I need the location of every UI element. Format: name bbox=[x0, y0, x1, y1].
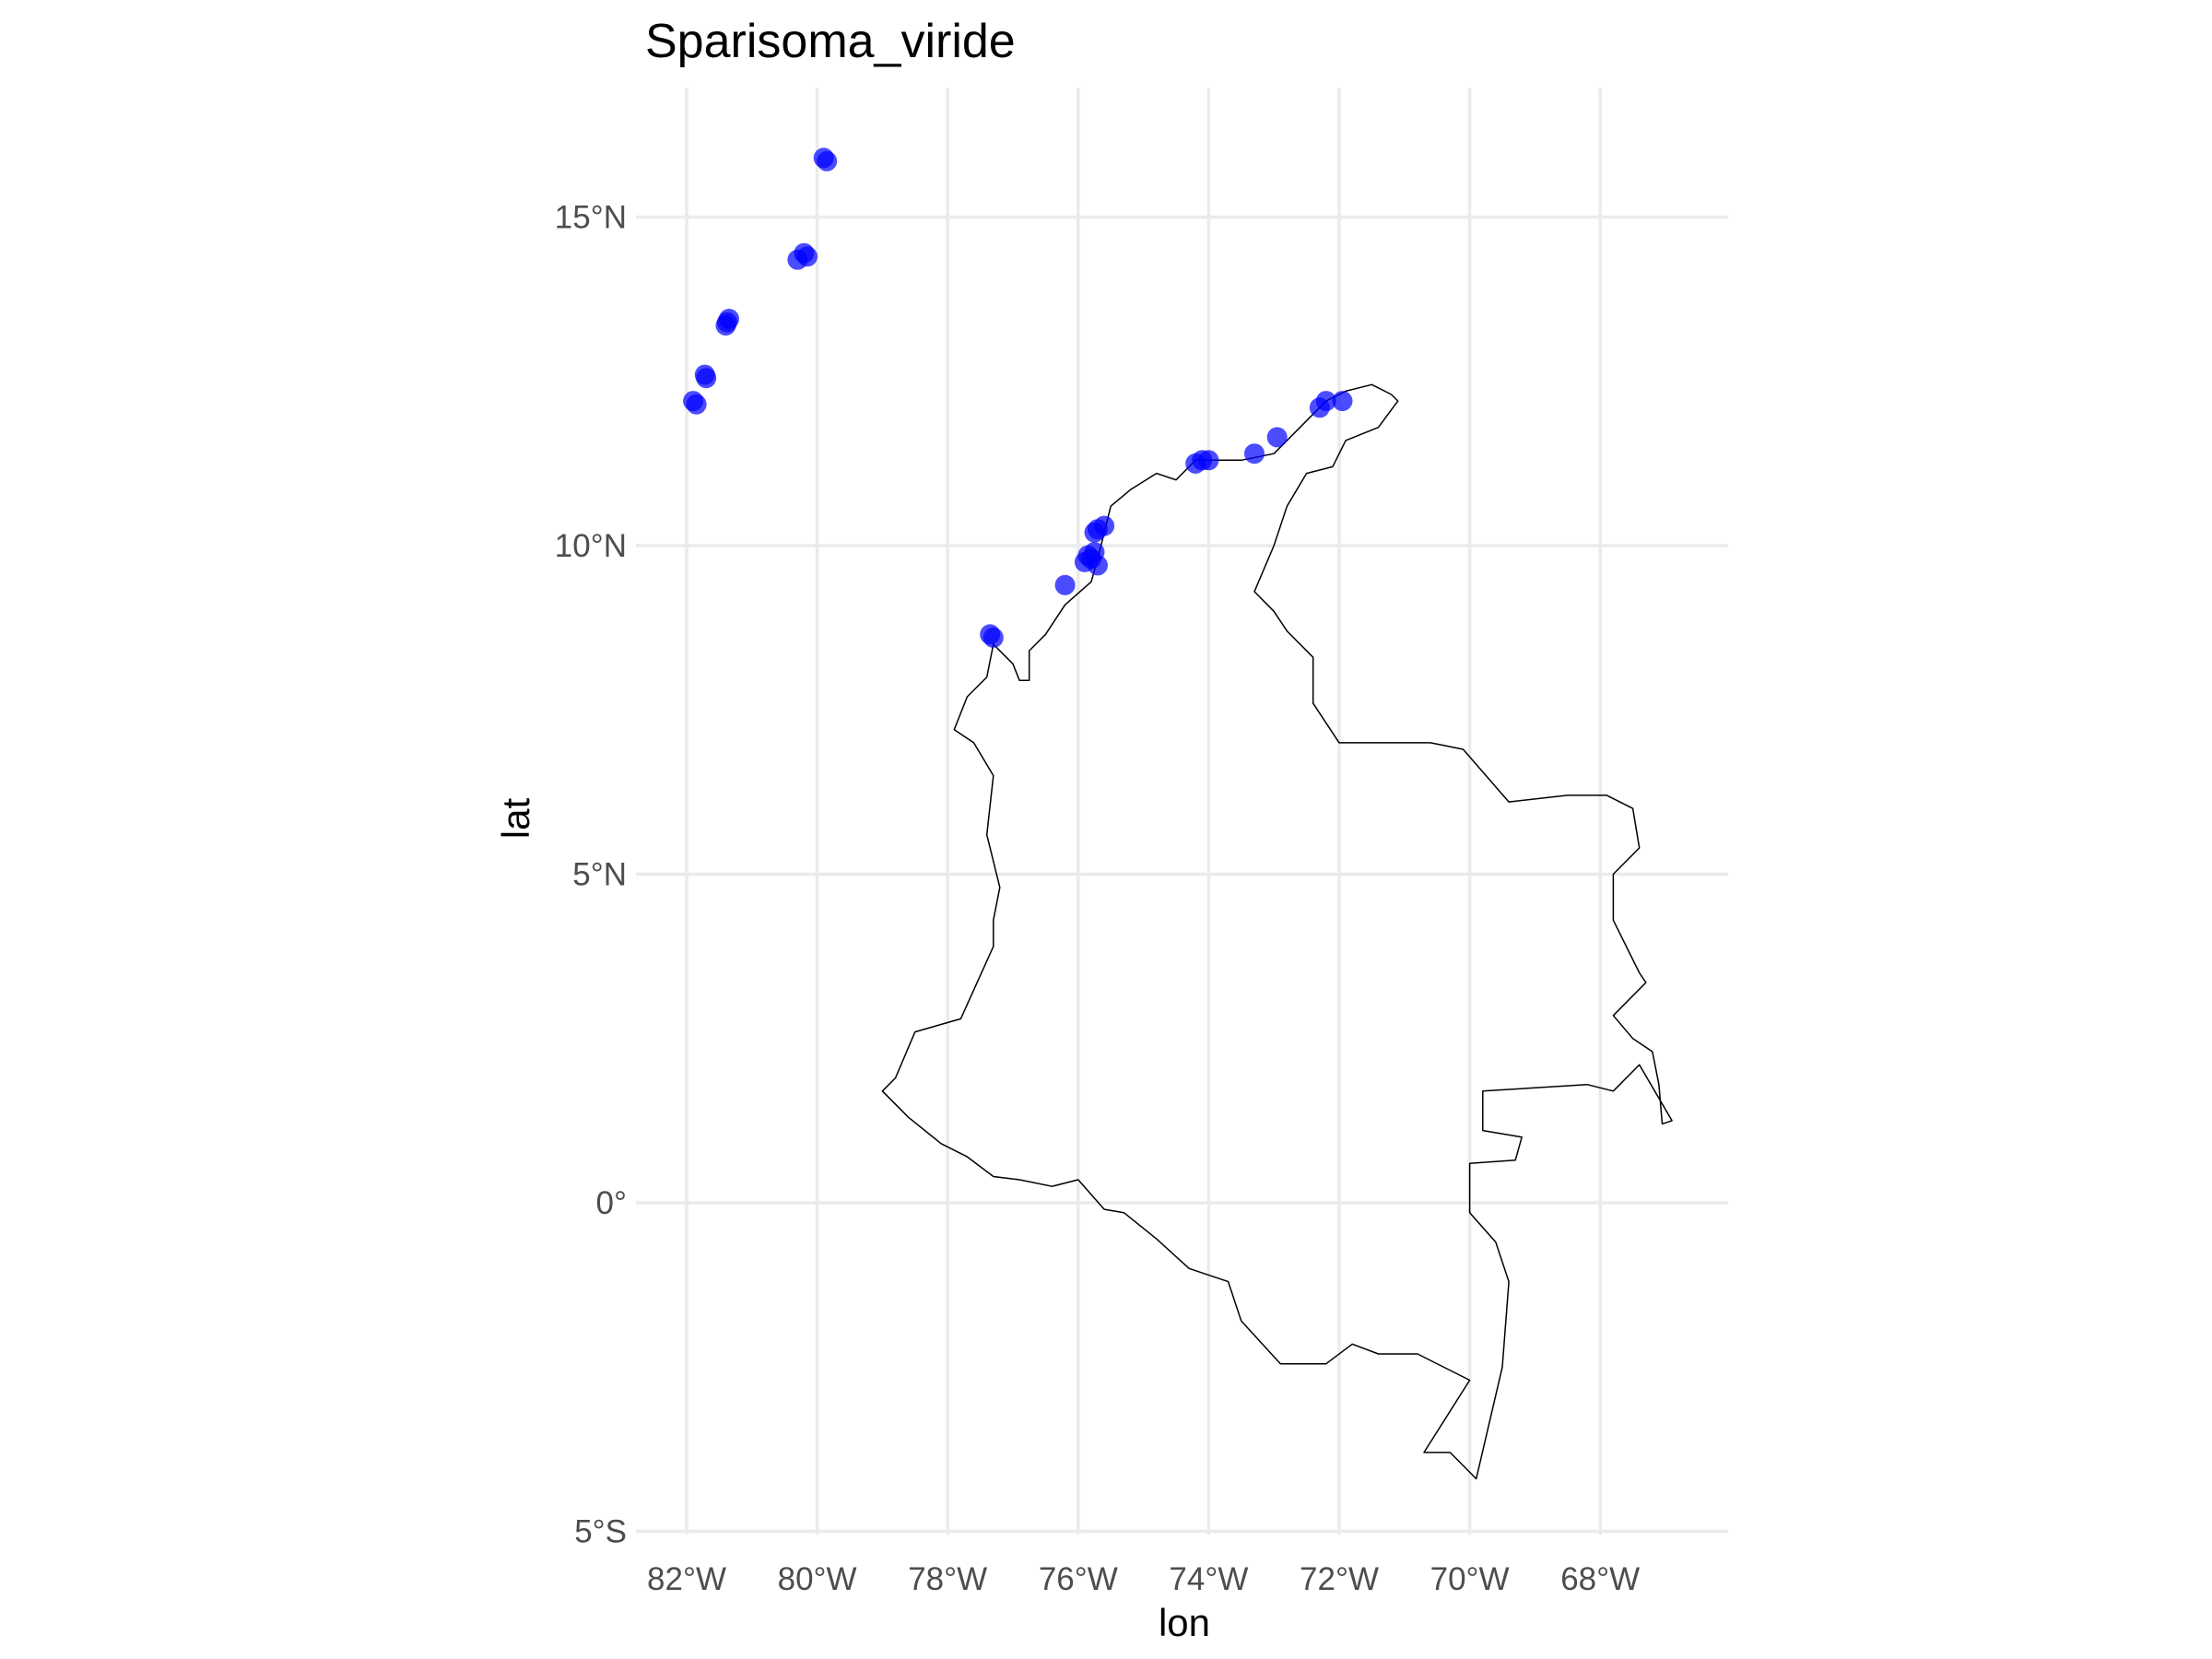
x-tick-label-0: 82°W bbox=[647, 1561, 726, 1597]
chart-title: Sparisoma_viride bbox=[645, 15, 1016, 68]
occurrence-point-22 bbox=[1088, 519, 1108, 540]
x-tick-label-5: 72°W bbox=[1300, 1561, 1379, 1597]
y-tick-labels: 15°N 10°N 5°N 0° 5°S bbox=[555, 200, 627, 1550]
occurrence-point-25 bbox=[1198, 450, 1219, 471]
y-tick-label-0: 15°N bbox=[555, 200, 627, 236]
country-outline-layer bbox=[881, 383, 1673, 1480]
occurrence-point-27 bbox=[1266, 427, 1288, 448]
x-tick-label-7: 68°W bbox=[1560, 1561, 1640, 1597]
occurrence-point-13 bbox=[982, 627, 1004, 648]
y-tick-label-4: 5°S bbox=[574, 1514, 627, 1550]
x-tick-labels: 82°W 80°W 78°W 76°W 74°W 72°W 70°W 68°W bbox=[647, 1561, 1640, 1597]
occurrence-point-14 bbox=[1054, 574, 1076, 595]
y-tick-label-3: 0° bbox=[596, 1185, 627, 1221]
y-axis-title: lat bbox=[494, 797, 537, 839]
occurrence-point-30 bbox=[1332, 391, 1353, 412]
occurrence-point-7 bbox=[716, 312, 737, 333]
occurrence-point-26 bbox=[1244, 443, 1265, 465]
y-tick-label-1: 10°N bbox=[555, 528, 627, 564]
x-tick-label-6: 70°W bbox=[1430, 1561, 1510, 1597]
country-outline bbox=[881, 383, 1673, 1480]
x-tick-label-4: 74°W bbox=[1169, 1561, 1248, 1597]
x-axis-title: lon bbox=[1159, 1601, 1210, 1644]
x-tick-label-2: 78°W bbox=[908, 1561, 987, 1597]
occurrence-point-1 bbox=[817, 150, 838, 171]
x-tick-label-1: 80°W bbox=[778, 1561, 857, 1597]
occurrence-points bbox=[683, 147, 1353, 648]
x-tick-label-3: 76°W bbox=[1039, 1561, 1118, 1597]
occurrence-point-4 bbox=[797, 246, 818, 267]
occurrence-point-9 bbox=[694, 364, 715, 385]
grid-lines bbox=[636, 88, 1728, 1535]
y-tick-label-2: 5°N bbox=[572, 857, 627, 893]
occurrence-point-11 bbox=[686, 394, 707, 415]
occurrence-point-29 bbox=[1315, 391, 1336, 412]
occurrence-point-19 bbox=[1084, 542, 1105, 563]
